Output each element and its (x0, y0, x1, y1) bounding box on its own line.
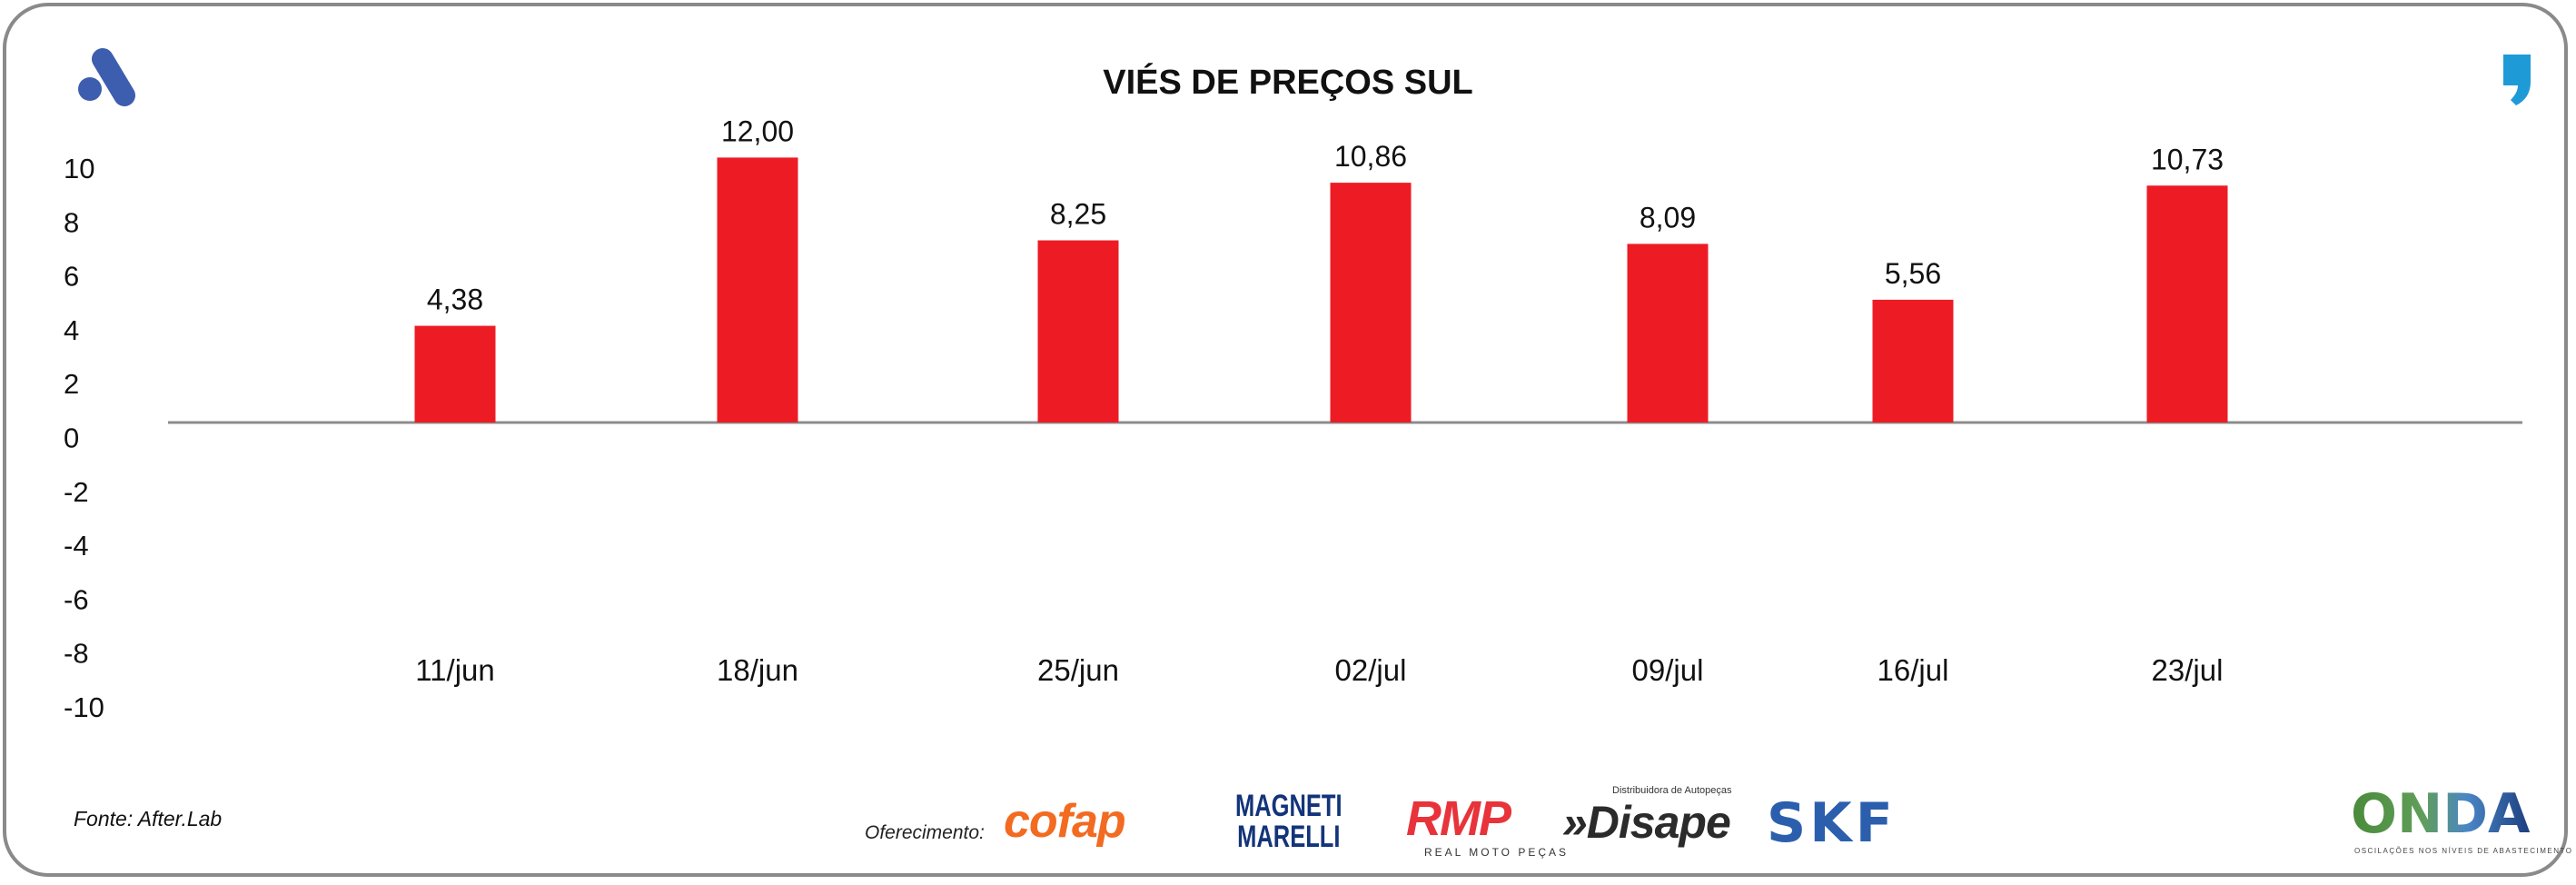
bar (717, 157, 798, 423)
x-tick-label: 11/jun (415, 653, 494, 687)
magneti-marelli-logo: MAGNETI MARELLI (1235, 791, 1342, 852)
y-tick-label: 6 (64, 261, 79, 293)
x-tick-label: 09/jul (1632, 653, 1704, 687)
x-tick-label: 16/jul (1878, 653, 1949, 687)
magneti-text: MAGNETI (1235, 789, 1342, 823)
bar (1872, 299, 1954, 423)
y-tick-label: -6 (64, 583, 89, 615)
bar (414, 325, 496, 423)
onda-logo: ONDA (2351, 782, 2531, 846)
source-note: Fonte: After.Lab (74, 807, 223, 830)
quote-icon (2503, 55, 2531, 105)
rmp-logo: RMP (1406, 791, 1511, 846)
x-tick-label: 25/jun (1037, 653, 1119, 687)
disape-logo: »Disape (1562, 797, 1731, 848)
bar (1627, 244, 1709, 423)
onda-subtitle: OSCILAÇÕES NOS NÍVEIS DE ABASTECIMENTO E… (2354, 847, 2576, 855)
y-tick-label: 0 (64, 423, 79, 454)
bar (1037, 240, 1119, 423)
y-tick-label: 8 (64, 206, 79, 238)
data-label: 10,86 (1334, 140, 1407, 173)
y-tick-label: 10 (64, 153, 94, 184)
data-label: 5,56 (1885, 257, 1941, 290)
y-tick-label: -2 (64, 476, 89, 508)
x-tick-label: 02/jul (1335, 653, 1407, 687)
y-tick-label: 4 (64, 314, 79, 346)
bar (1330, 183, 1412, 423)
skf-logo: SKF (1767, 791, 1897, 855)
x-tick-label: 18/jun (717, 653, 798, 687)
marelli-text: MARELLI (1237, 820, 1341, 854)
y-tick-label: -4 (64, 530, 89, 562)
x-tick-label: 23/jul (2152, 653, 2224, 687)
chart-frame (3, 3, 2568, 877)
y-tick-label: -8 (64, 638, 89, 670)
y-tick-label: -10 (64, 691, 104, 723)
data-label: 8,09 (1640, 201, 1696, 234)
data-label: 8,25 (1050, 198, 1106, 231)
sponsor-label: Oferecimento: (865, 822, 985, 843)
data-label: 12,00 (721, 114, 794, 147)
data-label: 4,38 (427, 283, 483, 316)
y-tick-label: 2 (64, 368, 79, 400)
data-label: 10,73 (2151, 143, 2224, 175)
chart-title: VIÉS DE PREÇOS SUL (1103, 64, 1473, 102)
brand-logo-icon (78, 48, 135, 106)
bar (2146, 185, 2228, 423)
cofap-logo: cofap (1004, 795, 1126, 848)
disape-subtitle: Distribuidora de Autopeças (1612, 785, 1732, 796)
rmp-subtitle: REAL MOTO PEÇAS (1424, 846, 1570, 859)
